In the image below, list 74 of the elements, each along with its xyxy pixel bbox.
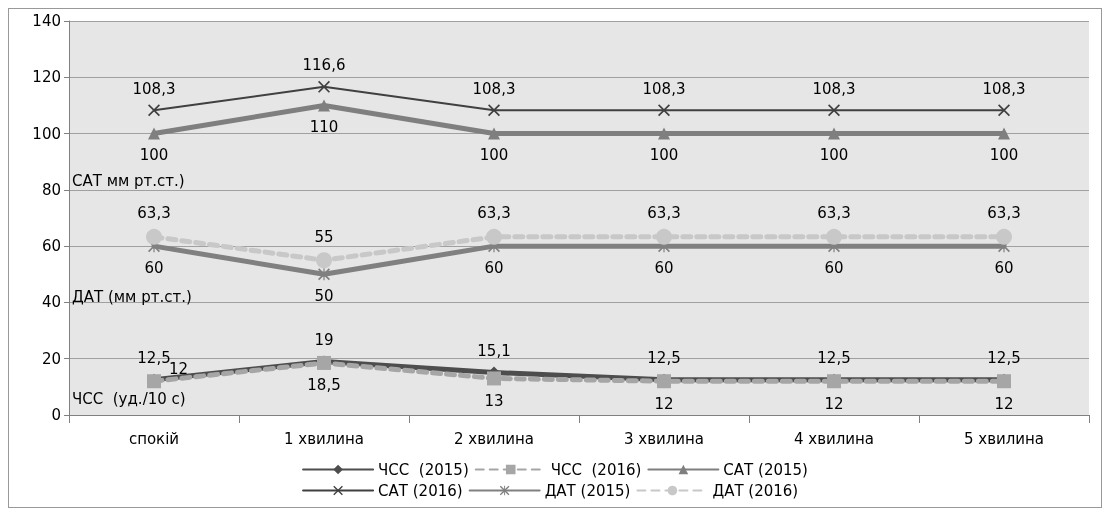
y-tick-label: 20	[41, 349, 61, 368]
x-tick-label: 3 хвилина	[623, 429, 705, 448]
data-label: 100	[649, 146, 679, 165]
data-label: 12	[824, 394, 844, 413]
point	[996, 228, 1012, 245]
point	[148, 127, 160, 140]
point	[486, 228, 502, 245]
data-label: 60	[994, 258, 1014, 277]
point	[487, 371, 501, 386]
data-label: 100	[479, 146, 509, 165]
legend-label: САТ (2015)	[723, 460, 808, 479]
data-label: 108,3	[982, 79, 1026, 98]
annotation: ЧСС (уд./10 с)	[72, 389, 186, 408]
data-label: 12,5	[987, 349, 1021, 368]
data-label: 12	[994, 394, 1014, 413]
annotation: САТ мм рт.ст.)	[72, 171, 185, 190]
annotation: ДАТ (мм рт.ст.)	[72, 287, 192, 306]
data-label: 63,3	[647, 204, 681, 223]
legend-label: ЧСС (2015)	[378, 460, 469, 479]
x-tick-label: 4 хвилина	[793, 429, 875, 448]
data-label: 100	[139, 146, 169, 165]
data-label: 60	[654, 258, 674, 277]
data-label: 100	[989, 146, 1019, 165]
x-tick-label: 1 хвилина	[283, 429, 365, 448]
data-label: 110	[309, 117, 339, 136]
data-label: 63,3	[137, 204, 171, 223]
x-tick-label: 2 хвилина	[453, 429, 535, 448]
data-label: 108,3	[642, 79, 686, 98]
data-label: 100	[819, 146, 849, 165]
data-label: 108,3	[132, 79, 176, 98]
x-tick-label: спокій	[128, 429, 180, 448]
y-tick-label: 60	[41, 237, 61, 256]
data-label: 18,5	[307, 376, 341, 395]
point	[318, 99, 330, 112]
y-tick-label: 100	[32, 124, 61, 143]
point	[828, 127, 840, 140]
data-label: 60	[824, 258, 844, 277]
y-tick-label: 40	[41, 293, 61, 312]
data-label: 60	[484, 258, 504, 277]
point	[656, 228, 672, 245]
point	[316, 252, 332, 269]
point	[826, 228, 842, 245]
data-label: 63,3	[817, 204, 851, 223]
data-label: 12,5	[817, 349, 851, 368]
data-label: 108,3	[812, 79, 856, 98]
point	[318, 80, 330, 93]
point	[998, 127, 1010, 140]
data-label: 116,6	[302, 56, 346, 75]
data-label: 12	[654, 394, 674, 413]
data-label: 15,1	[477, 342, 511, 360]
x-tick-label: 5 хвилина	[963, 429, 1045, 448]
data-label: 12	[169, 360, 189, 379]
y-tick-label: 120	[32, 68, 61, 87]
data-label: 50	[314, 286, 334, 305]
data-label: 13	[484, 391, 504, 410]
data-label: 19	[314, 331, 334, 350]
data-label: 63,3	[477, 204, 511, 223]
legend-label: ЧСС (2016)	[550, 460, 642, 479]
legend-label: ДАТ (2016)	[712, 481, 799, 500]
legend-label: САТ (2016)	[378, 481, 463, 500]
data-label: 108,3	[472, 79, 516, 98]
data-label: 63,3	[987, 204, 1021, 223]
data-label: 12,5	[647, 349, 681, 368]
point	[146, 228, 162, 245]
y-tick-label: 140	[32, 12, 61, 30]
point	[318, 268, 330, 281]
y-tick-label: 80	[41, 180, 61, 199]
legend-label: ДАТ (2015)	[544, 481, 631, 500]
point	[658, 127, 670, 140]
data-label: 55	[314, 227, 334, 246]
data-label: 12,5	[137, 349, 171, 368]
y-tick-label: 0	[51, 406, 61, 424]
data-label: 60	[144, 258, 164, 277]
point	[488, 127, 500, 140]
